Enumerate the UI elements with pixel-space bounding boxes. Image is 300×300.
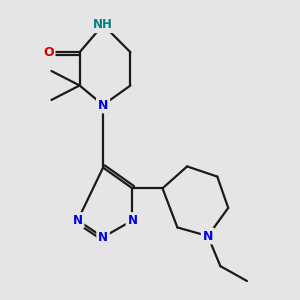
Text: N: N — [73, 214, 82, 227]
Text: N: N — [128, 214, 137, 227]
Text: NH: NH — [93, 18, 113, 32]
Text: N: N — [98, 231, 108, 244]
Text: N: N — [98, 98, 108, 112]
Text: N: N — [203, 230, 213, 242]
Text: O: O — [43, 46, 54, 59]
